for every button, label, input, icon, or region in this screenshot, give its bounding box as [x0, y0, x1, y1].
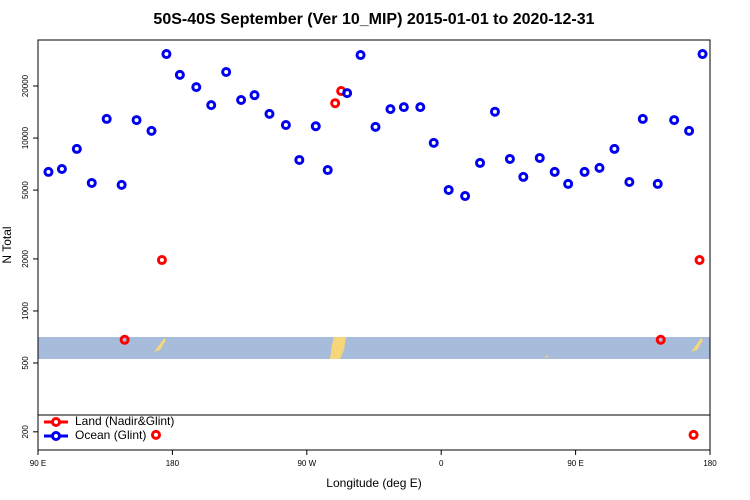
- point: [249, 90, 260, 101]
- point: [684, 125, 695, 136]
- point: [156, 255, 167, 266]
- point: [694, 255, 705, 266]
- point: [398, 102, 409, 113]
- point: [475, 157, 486, 168]
- x-tick-label: 180: [166, 459, 180, 468]
- y-tick-label: 200: [21, 425, 30, 439]
- point: [688, 429, 699, 440]
- x-tick-label: 90 E: [567, 459, 583, 468]
- y-tick-label: 2000: [21, 249, 30, 267]
- x-tick-label: 90 W: [297, 459, 316, 468]
- point: [236, 94, 247, 105]
- legend-marker: [51, 417, 61, 427]
- point: [221, 66, 232, 77]
- point: [116, 179, 127, 190]
- y-axis-label: N Total: [0, 226, 14, 263]
- point: [86, 177, 97, 188]
- point: [518, 171, 529, 182]
- point: [504, 153, 515, 164]
- point: [310, 121, 321, 132]
- point: [655, 334, 666, 345]
- x-axis-label: Longitude (deg E): [326, 476, 421, 490]
- point: [131, 115, 142, 126]
- legend-marker: [51, 431, 61, 441]
- point: [101, 113, 112, 124]
- point: [549, 166, 560, 177]
- chart-title: 50S-40S September (Ver 10_MIP) 2015-01-0…: [153, 11, 594, 28]
- point: [669, 115, 680, 126]
- point: [385, 104, 396, 115]
- point: [330, 98, 341, 109]
- point: [342, 88, 353, 99]
- y-tick-label: 500: [21, 356, 30, 370]
- point: [56, 164, 67, 175]
- point: [428, 137, 439, 148]
- point: [294, 154, 305, 165]
- point: [370, 121, 381, 132]
- point: [415, 102, 426, 113]
- point: [322, 165, 333, 176]
- point: [43, 166, 54, 177]
- y-tick-label: 10000: [21, 126, 30, 149]
- point: [264, 108, 275, 119]
- point: [71, 143, 82, 154]
- map-ocean-strip: [38, 337, 710, 359]
- point: [637, 113, 648, 124]
- point: [534, 152, 545, 163]
- point: [443, 184, 454, 195]
- point: [609, 143, 620, 154]
- point: [206, 100, 217, 111]
- point: [161, 49, 172, 60]
- point: [355, 50, 366, 61]
- point: [191, 82, 202, 93]
- point: [150, 429, 161, 440]
- point: [489, 106, 500, 117]
- point: [460, 191, 471, 202]
- point: [624, 176, 635, 187]
- point: [579, 166, 590, 177]
- x-tick-label: 180: [703, 459, 717, 468]
- point: [652, 178, 663, 189]
- point: [280, 119, 291, 130]
- x-tick-label: 0: [439, 459, 444, 468]
- point: [563, 178, 574, 189]
- point: [174, 69, 185, 80]
- point: [697, 49, 708, 60]
- y-tick-label: 1000: [21, 302, 30, 320]
- plot-frame: [37, 39, 711, 451]
- legend-label: Land (Nadir&Glint): [75, 414, 174, 428]
- y-tick-label: 20000: [21, 74, 30, 97]
- point: [146, 125, 157, 136]
- point: [119, 334, 130, 345]
- legend-label: Ocean (Glint): [75, 428, 146, 442]
- y-tick-label: 5000: [21, 181, 30, 199]
- point: [594, 162, 605, 173]
- x-tick-label: 90 E: [30, 459, 46, 468]
